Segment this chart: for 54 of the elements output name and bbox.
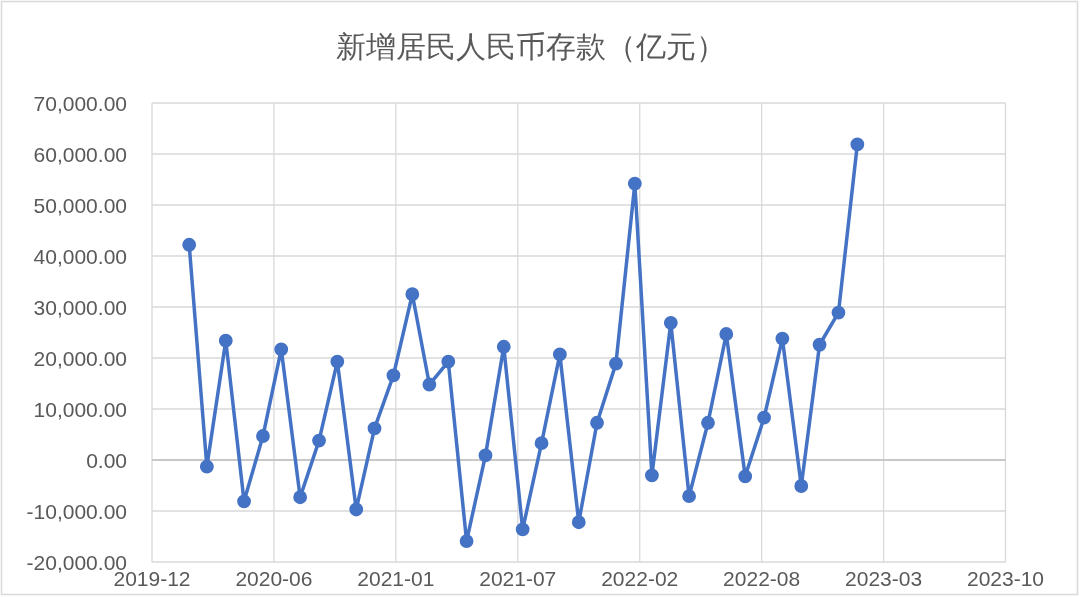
point xyxy=(312,433,326,448)
point xyxy=(199,459,214,474)
point xyxy=(274,342,289,357)
point xyxy=(256,429,270,443)
point xyxy=(719,327,734,341)
point xyxy=(682,489,697,504)
y-tick-label: 30,000.00 xyxy=(33,295,127,319)
x-tick-label: 2023-03 xyxy=(845,567,923,590)
x-tick-label: 2022-08 xyxy=(723,567,801,590)
point xyxy=(496,339,511,354)
point xyxy=(367,421,382,436)
point xyxy=(738,469,753,484)
point xyxy=(645,468,659,483)
point xyxy=(627,176,642,191)
y-tick-label: 0.00 xyxy=(86,448,127,472)
point xyxy=(850,137,865,152)
y-tick-label: 40,000.00 xyxy=(33,244,127,268)
point xyxy=(701,415,715,430)
y-tick-label: 20,000.00 xyxy=(33,346,127,370)
point xyxy=(405,287,420,302)
point xyxy=(293,490,308,505)
point xyxy=(757,410,771,425)
point xyxy=(515,522,530,537)
point xyxy=(552,347,567,362)
y-tick-label: 10,000.00 xyxy=(33,397,127,421)
point xyxy=(663,315,678,330)
point xyxy=(534,436,549,451)
y-tick-label: 70,000.00 xyxy=(33,91,127,115)
x-tick-label: 2022-02 xyxy=(601,567,679,590)
y-tick-label: 50,000.00 xyxy=(33,193,127,217)
x-tick-label: 2023-10 xyxy=(966,567,1045,590)
point xyxy=(182,237,197,252)
point xyxy=(775,331,790,346)
x-tick-label: 2021-07 xyxy=(479,567,557,590)
point xyxy=(330,354,345,369)
point xyxy=(831,305,846,320)
x-tick-label: 2021-01 xyxy=(357,567,435,590)
point xyxy=(441,354,456,369)
y-tick-label: 60,000.00 xyxy=(33,142,127,166)
point xyxy=(609,356,623,371)
point xyxy=(794,479,809,493)
y-tick-label: -10,000.00 xyxy=(26,499,127,523)
point xyxy=(218,333,233,348)
point xyxy=(478,448,493,463)
x-tick-label: 2020-06 xyxy=(235,567,313,590)
chart-title: 新增居民人民币存款（亿元） xyxy=(336,30,726,63)
point xyxy=(349,502,364,517)
point xyxy=(812,337,827,352)
point xyxy=(386,368,401,383)
point xyxy=(590,415,604,430)
point xyxy=(237,494,251,509)
point xyxy=(422,377,437,392)
point xyxy=(459,534,474,548)
point xyxy=(571,515,586,530)
